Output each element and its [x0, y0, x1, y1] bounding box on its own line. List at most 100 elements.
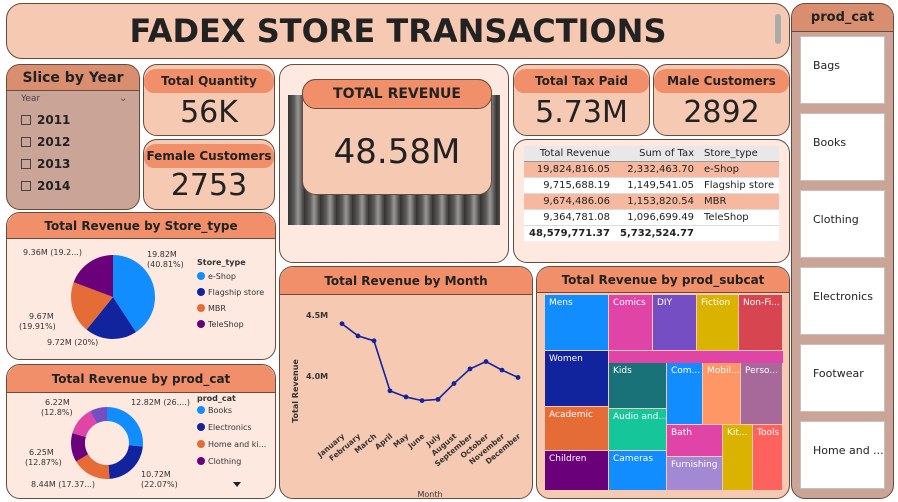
legend-item: e-Shop [208, 272, 236, 281]
kpi-label: Total Tax Paid [514, 69, 649, 93]
treemap-cell[interactable]: Bath [667, 425, 722, 456]
donut-slice[interactable] [72, 411, 97, 437]
prod-cat-item[interactable]: Books [800, 113, 885, 181]
legend-marker [197, 320, 205, 328]
treemap-cell[interactable]: Kids [609, 363, 666, 408]
prod-cat-item[interactable]: Clothing [800, 190, 885, 258]
treemap-cell[interactable]: Academic [545, 407, 608, 450]
year-option-2013[interactable]: 2013 [21, 153, 70, 175]
treemap-cell[interactable]: Audio and... [609, 409, 666, 450]
table-cell: 9,715,688.19 [524, 177, 615, 194]
line-point-april[interactable] [387, 388, 393, 394]
treemap-cell[interactable]: Fiction [697, 295, 738, 350]
legend-item: Books [208, 406, 232, 415]
prod-cat-slicer: prod_cat Bags Books Clothing Electronics Foo… [791, 3, 894, 499]
header-banner: FADEX STORE TRANSACTIONS [6, 3, 790, 59]
donut-slice[interactable] [90, 407, 107, 424]
donut-slice[interactable] [107, 407, 143, 447]
column-header[interactable]: Store_type [699, 146, 780, 162]
prod-cat-slicer-title: prod_cat [792, 4, 893, 32]
line-point-june[interactable] [419, 398, 425, 403]
line-point-july[interactable] [435, 396, 441, 402]
treemap-cell[interactable]: Cameras [609, 451, 666, 490]
treemap-cell[interactable]: Non-Fi... [739, 295, 782, 350]
kpi-label: TOTAL REVENUE [302, 79, 492, 109]
legend-item: Home and ki... [208, 440, 266, 449]
treemap-cell[interactable]: Mens [545, 295, 608, 350]
legend-marker [197, 423, 205, 431]
donut-slice[interactable] [108, 445, 143, 479]
pie-slice-flagship-store[interactable] [86, 297, 136, 339]
table-row[interactable]: 9,364,781.08 1,096,699.49 TeleShop [524, 209, 780, 226]
checkbox-icon[interactable] [21, 159, 31, 169]
data-label: (22.07%) [141, 480, 178, 489]
prod-cat-item[interactable]: Bags [800, 36, 885, 104]
line-point-february[interactable] [355, 333, 361, 339]
table-cell: 1,096,699.49 [614, 209, 700, 226]
line-point-november[interactable] [499, 367, 505, 373]
prod-cat-item[interactable]: Home and ... [800, 421, 885, 489]
legend-marker [197, 272, 205, 280]
pie-slice-e-shop[interactable] [113, 255, 155, 333]
pie-slice-mbr[interactable] [71, 282, 113, 330]
line-point-september[interactable] [467, 366, 473, 372]
legend-item: MBR [208, 304, 226, 313]
donut-slice[interactable] [76, 454, 110, 479]
checkbox-icon[interactable] [21, 181, 31, 191]
data-label: 6.22M [45, 398, 70, 407]
kpi-total-tax-paid: Total Tax Paid 5.73M [513, 64, 650, 136]
year-option-label: 2011 [37, 113, 71, 127]
treemap-cell[interactable]: Furnishing [667, 457, 722, 490]
header-scrollbar[interactable] [775, 14, 781, 44]
legend-scroll-down-icon[interactable] [233, 482, 241, 487]
total-cell: 5,732,524.77 [614, 225, 700, 241]
year-option-2012[interactable]: 2012 [21, 131, 70, 153]
column-header[interactable]: Total Revenue [524, 146, 615, 162]
treemap-cell[interactable]: Children [545, 451, 608, 490]
kpi-value: 56K [180, 95, 238, 130]
prod-cat-item[interactable]: Footwear [800, 344, 885, 412]
treemap-cell[interactable]: DIY [653, 295, 696, 350]
year-field-label: Year [21, 94, 41, 104]
kpi-value: 5.73M [535, 95, 628, 130]
legend-marker [197, 304, 205, 312]
y-tick-label: 4.5M [306, 311, 328, 320]
line-point-january[interactable] [339, 321, 345, 327]
x-tick-label: May [391, 432, 410, 450]
chart-title: Total Revenue by Store_type [7, 213, 275, 239]
line-point-october[interactable] [483, 359, 489, 364]
chevron-down-icon[interactable]: ⌄ [119, 93, 128, 104]
checkbox-icon[interactable] [21, 137, 31, 147]
treemap-cell[interactable]: Mobil... [703, 363, 740, 424]
data-label: (12.8%) [41, 408, 73, 417]
treemap-cell[interactable]: Comics [609, 295, 652, 350]
prod-cat-item[interactable]: Electronics [800, 267, 885, 335]
line-point-december[interactable] [515, 375, 521, 380]
data-label: (40.81%) [147, 260, 184, 269]
table-cell: 9,364,781.08 [524, 209, 615, 226]
year-option-2014[interactable]: 2014 [21, 175, 70, 197]
treemap-cell[interactable]: Tools [753, 425, 782, 490]
kpi-total-quantity: Total Quantity 56K [143, 64, 275, 136]
checkbox-icon[interactable] [21, 115, 31, 125]
table-row[interactable]: 9,715,688.19 1,149,541.05 Flagship store [524, 177, 780, 194]
treemap-cell[interactable]: Kit... [723, 425, 752, 490]
table-row[interactable]: 9,674,486.06 1,153,820.54 MBR [524, 193, 780, 210]
pie-slice-teleshop[interactable] [73, 255, 113, 297]
treemap-cell[interactable]: Women [545, 351, 608, 406]
table-row[interactable]: 19,824,816.05 2,332,463.70 e-Shop [524, 161, 780, 178]
line-point-may[interactable] [403, 394, 409, 400]
line-point-march[interactable] [371, 338, 377, 344]
legend-item: Clothing [208, 457, 241, 466]
chart-title: Total Revenue by prod_subcat [537, 267, 789, 293]
year-option-label: 2013 [37, 157, 71, 171]
year-option-2011[interactable]: 2011 [21, 109, 70, 131]
donut-slice[interactable] [71, 433, 89, 462]
column-header[interactable]: Sum of Tax [614, 146, 700, 162]
line-point-august[interactable] [451, 381, 457, 386]
treemap-cell[interactable]: Com... [667, 363, 702, 424]
total-cell [699, 225, 780, 241]
treemap-cell[interactable]: Perso... [741, 363, 782, 424]
data-label: 19.82M [147, 250, 177, 259]
